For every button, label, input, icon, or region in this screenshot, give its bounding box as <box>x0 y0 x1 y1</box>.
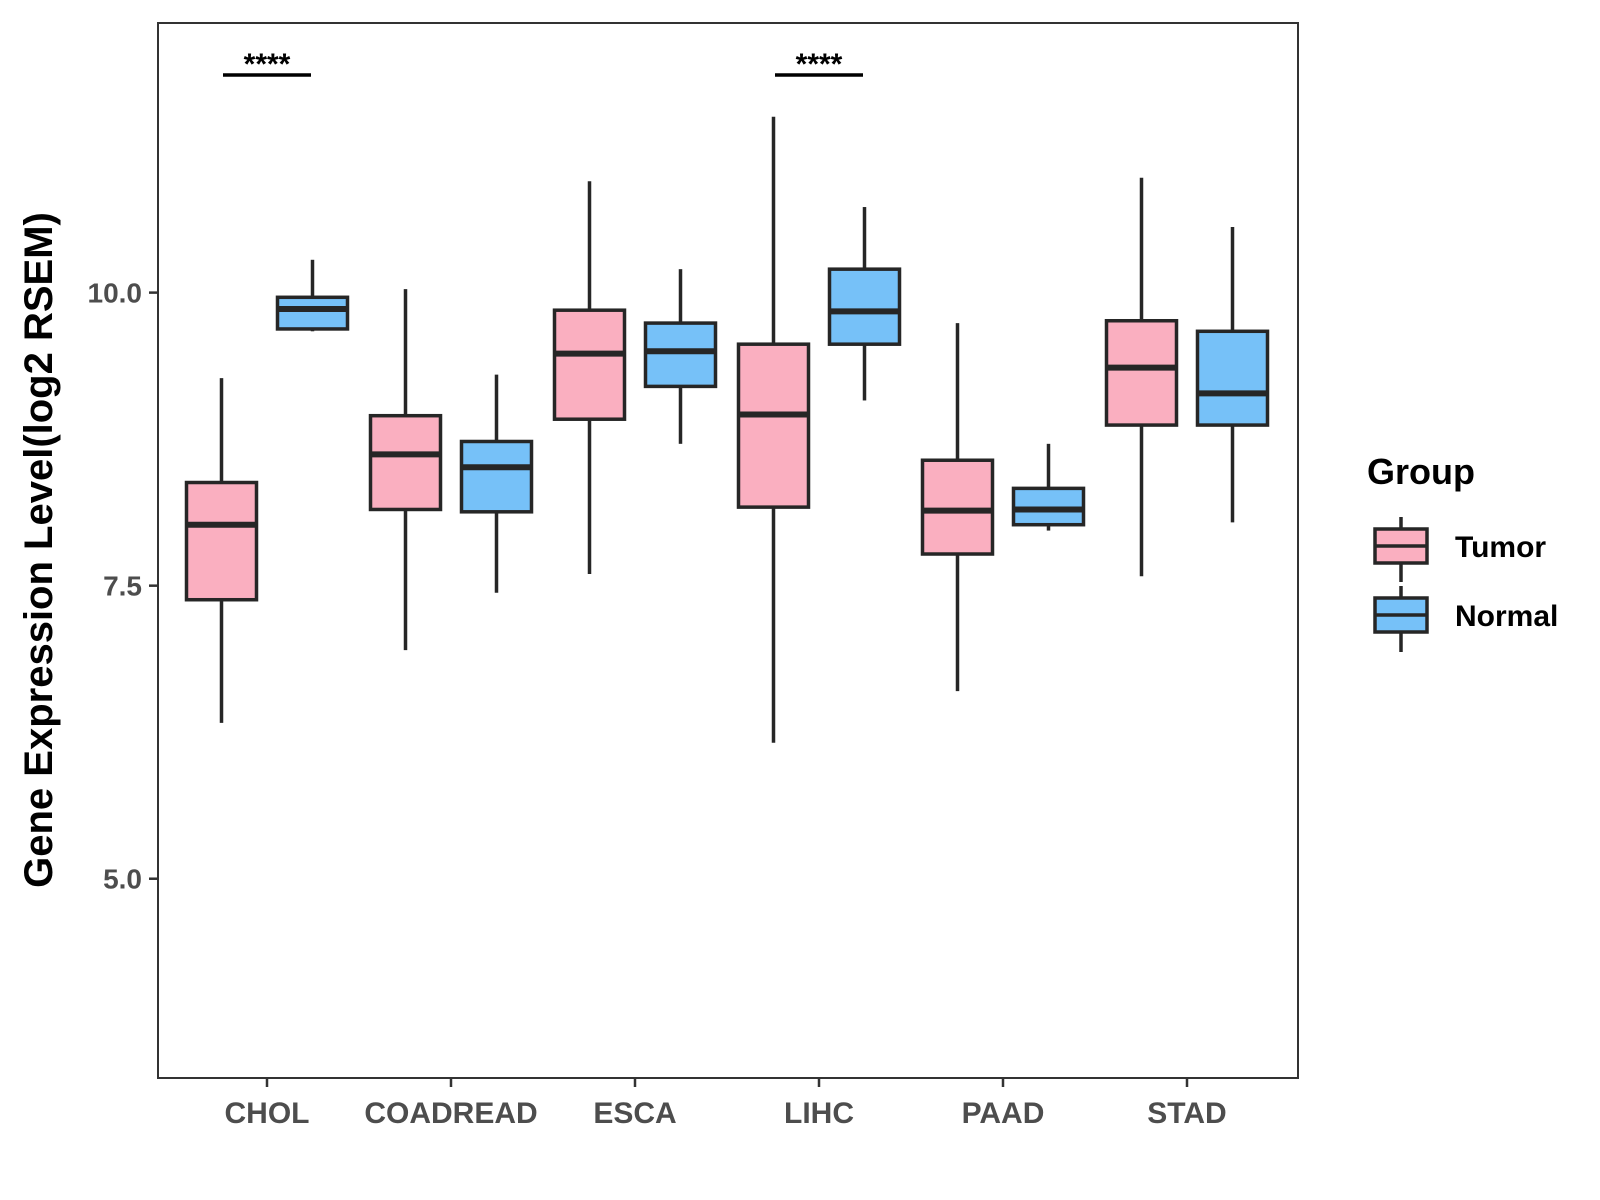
plot-panel <box>157 22 1299 1079</box>
y-tick-label-0: 5.0 <box>103 864 142 895</box>
box-tumor-paad <box>920 323 995 692</box>
iqr-box-tumor-chol <box>184 480 259 602</box>
box-normal-coadread <box>459 374 534 593</box>
x-tick-label-chol: CHOL <box>225 1097 310 1130</box>
iqr-box-normal-coadread <box>459 439 534 514</box>
iqr-box-tumor-stad <box>1104 318 1179 427</box>
y-tick-label-1: 7.5 <box>103 571 142 602</box>
legend-label-normal: Normal <box>1455 600 1558 633</box>
box-tumor-esca <box>552 181 627 574</box>
box-normal-stad <box>1195 226 1270 523</box>
box-tumor-coadread <box>368 289 443 651</box>
y-axis-title: Gene Expression Level(log2 RSEM) <box>17 212 61 888</box>
iqr-box-normal-lihc <box>827 267 902 346</box>
legend-key-tumor <box>1373 517 1429 582</box>
box-tumor-stad <box>1104 177 1179 577</box>
box-normal-lihc <box>827 207 902 401</box>
x-tick-label-coadread: COADREAD <box>364 1097 537 1130</box>
box-normal-esca <box>643 269 718 444</box>
x-tick-label-lihc: LIHC <box>784 1097 854 1130</box>
iqr-box-tumor-coadread <box>368 413 443 512</box>
iqr-box-tumor-paad <box>920 458 995 556</box>
box-normal-chol <box>275 259 350 332</box>
legend-label-tumor: Tumor <box>1455 531 1546 564</box>
y-tick-label-2: 10.0 <box>88 278 143 309</box>
box-tumor-lihc <box>736 116 811 743</box>
legend: Group Tumor Normal <box>1367 451 1558 652</box>
box-tumor-chol <box>184 378 259 723</box>
legend-key-normal <box>1373 586 1429 652</box>
x-tick-label-esca: ESCA <box>593 1097 676 1130</box>
iqr-box-tumor-lihc <box>736 342 811 509</box>
iqr-box-normal-esca <box>643 321 718 389</box>
iqr-box-normal-chol <box>275 295 350 331</box>
significance-label-lihc: **** <box>796 48 843 81</box>
plot-marks: **** **** <box>184 48 1270 743</box>
box-normal-paad <box>1011 443 1086 531</box>
iqr-box-tumor-esca <box>552 308 627 421</box>
significance-label-chol: **** <box>244 48 291 81</box>
iqr-box-normal-stad <box>1195 329 1270 427</box>
axes: 5.0 7.5 10.0 CHOL COADREAD ESCA LIHC PAAD STAD <box>88 278 1227 1130</box>
x-tick-label-stad: STAD <box>1147 1097 1226 1130</box>
x-tick-label-paad: PAAD <box>962 1097 1045 1130</box>
legend-title: Group <box>1367 451 1475 492</box>
